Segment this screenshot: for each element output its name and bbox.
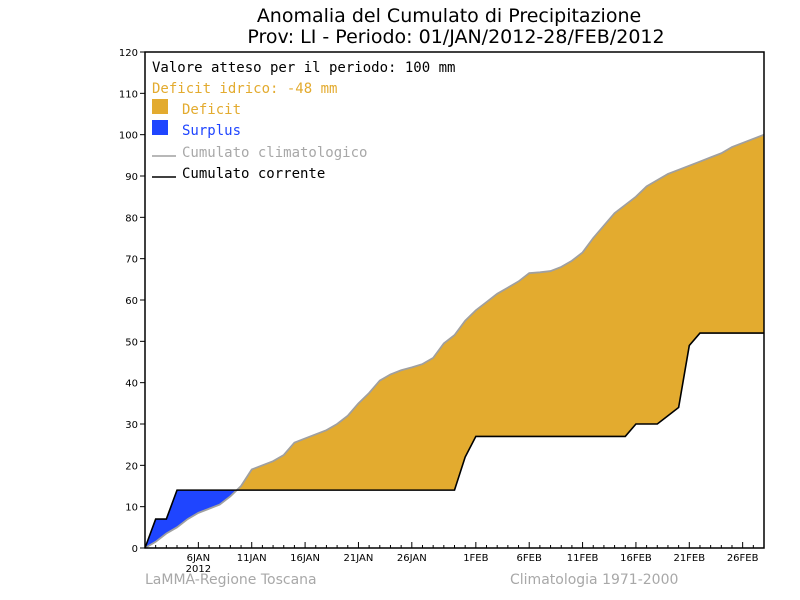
- x-tick-year-label: 2012: [186, 564, 211, 575]
- legend-surplus-swatch: [152, 120, 168, 135]
- y-tick-label: 50: [125, 337, 138, 348]
- legend-surplus-label: Surplus: [182, 123, 241, 139]
- x-tick-label: 11FEB: [567, 553, 599, 564]
- plot-lines: [144, 133, 765, 549]
- legend-clim-label: Cumulato climatologico: [182, 145, 367, 161]
- y-tick-label: 60: [125, 296, 138, 307]
- chart-title: Anomalia del Cumulato di Precipitazione: [257, 5, 641, 27]
- x-tick-label: 21JAN: [344, 553, 374, 564]
- legend-current-label: Cumulato corrente: [182, 166, 325, 182]
- y-tick-label: 120: [119, 48, 138, 59]
- y-tick-label: 100: [119, 131, 138, 142]
- legend-expected-text: Valore atteso per il periodo: 100 mm: [152, 60, 455, 76]
- legend-deficit-label: Deficit: [182, 102, 241, 118]
- y-tick-label: 40: [125, 379, 138, 390]
- y-tick-label: 80: [125, 213, 138, 224]
- climatological-line: [144, 133, 765, 549]
- y-tick-label: 90: [125, 172, 138, 183]
- x-tick-label: 11JAN: [237, 553, 267, 564]
- y-tick-label: 10: [125, 503, 138, 514]
- x-tick-label: 1FEB: [463, 553, 488, 564]
- footer-right: Climatologia 1971-2000: [510, 572, 678, 588]
- x-tick-label: 6FEB: [517, 553, 542, 564]
- x-tick-label: 26FEB: [727, 553, 759, 564]
- x-tick-label: 16JAN: [290, 553, 320, 564]
- y-tick-label: 30: [125, 420, 138, 431]
- x-tick-label: 16FEB: [620, 553, 652, 564]
- deficit-area: [237, 134, 764, 491]
- x-tick-label: 26JAN: [397, 553, 427, 564]
- y-axis: 0 10 20 30 40 50 60 70 80 90 100 110 120: [119, 48, 145, 555]
- legend: Valore atteso per il periodo: 100 mm Def…: [152, 60, 455, 182]
- y-tick-label: 0: [132, 544, 138, 555]
- footer-left: LaMMA-Regione Toscana: [145, 572, 317, 588]
- y-tick-label: 20: [125, 461, 138, 472]
- x-tick-label: 21FEB: [673, 553, 705, 564]
- surplus-area: [145, 489, 238, 548]
- current-line: [144, 332, 764, 549]
- plot-fills: [145, 134, 764, 548]
- chart-subtitle: Prov: LI - Periodo: 01/JAN/2012-28/FEB/2…: [247, 26, 664, 48]
- legend-deficit-text: Deficit idrico: -48 mm: [152, 81, 337, 97]
- legend-deficit-swatch: [152, 99, 168, 114]
- x-tick-label: 6JAN: [187, 553, 210, 564]
- y-tick-label: 110: [119, 89, 138, 100]
- y-tick-label: 70: [125, 255, 138, 266]
